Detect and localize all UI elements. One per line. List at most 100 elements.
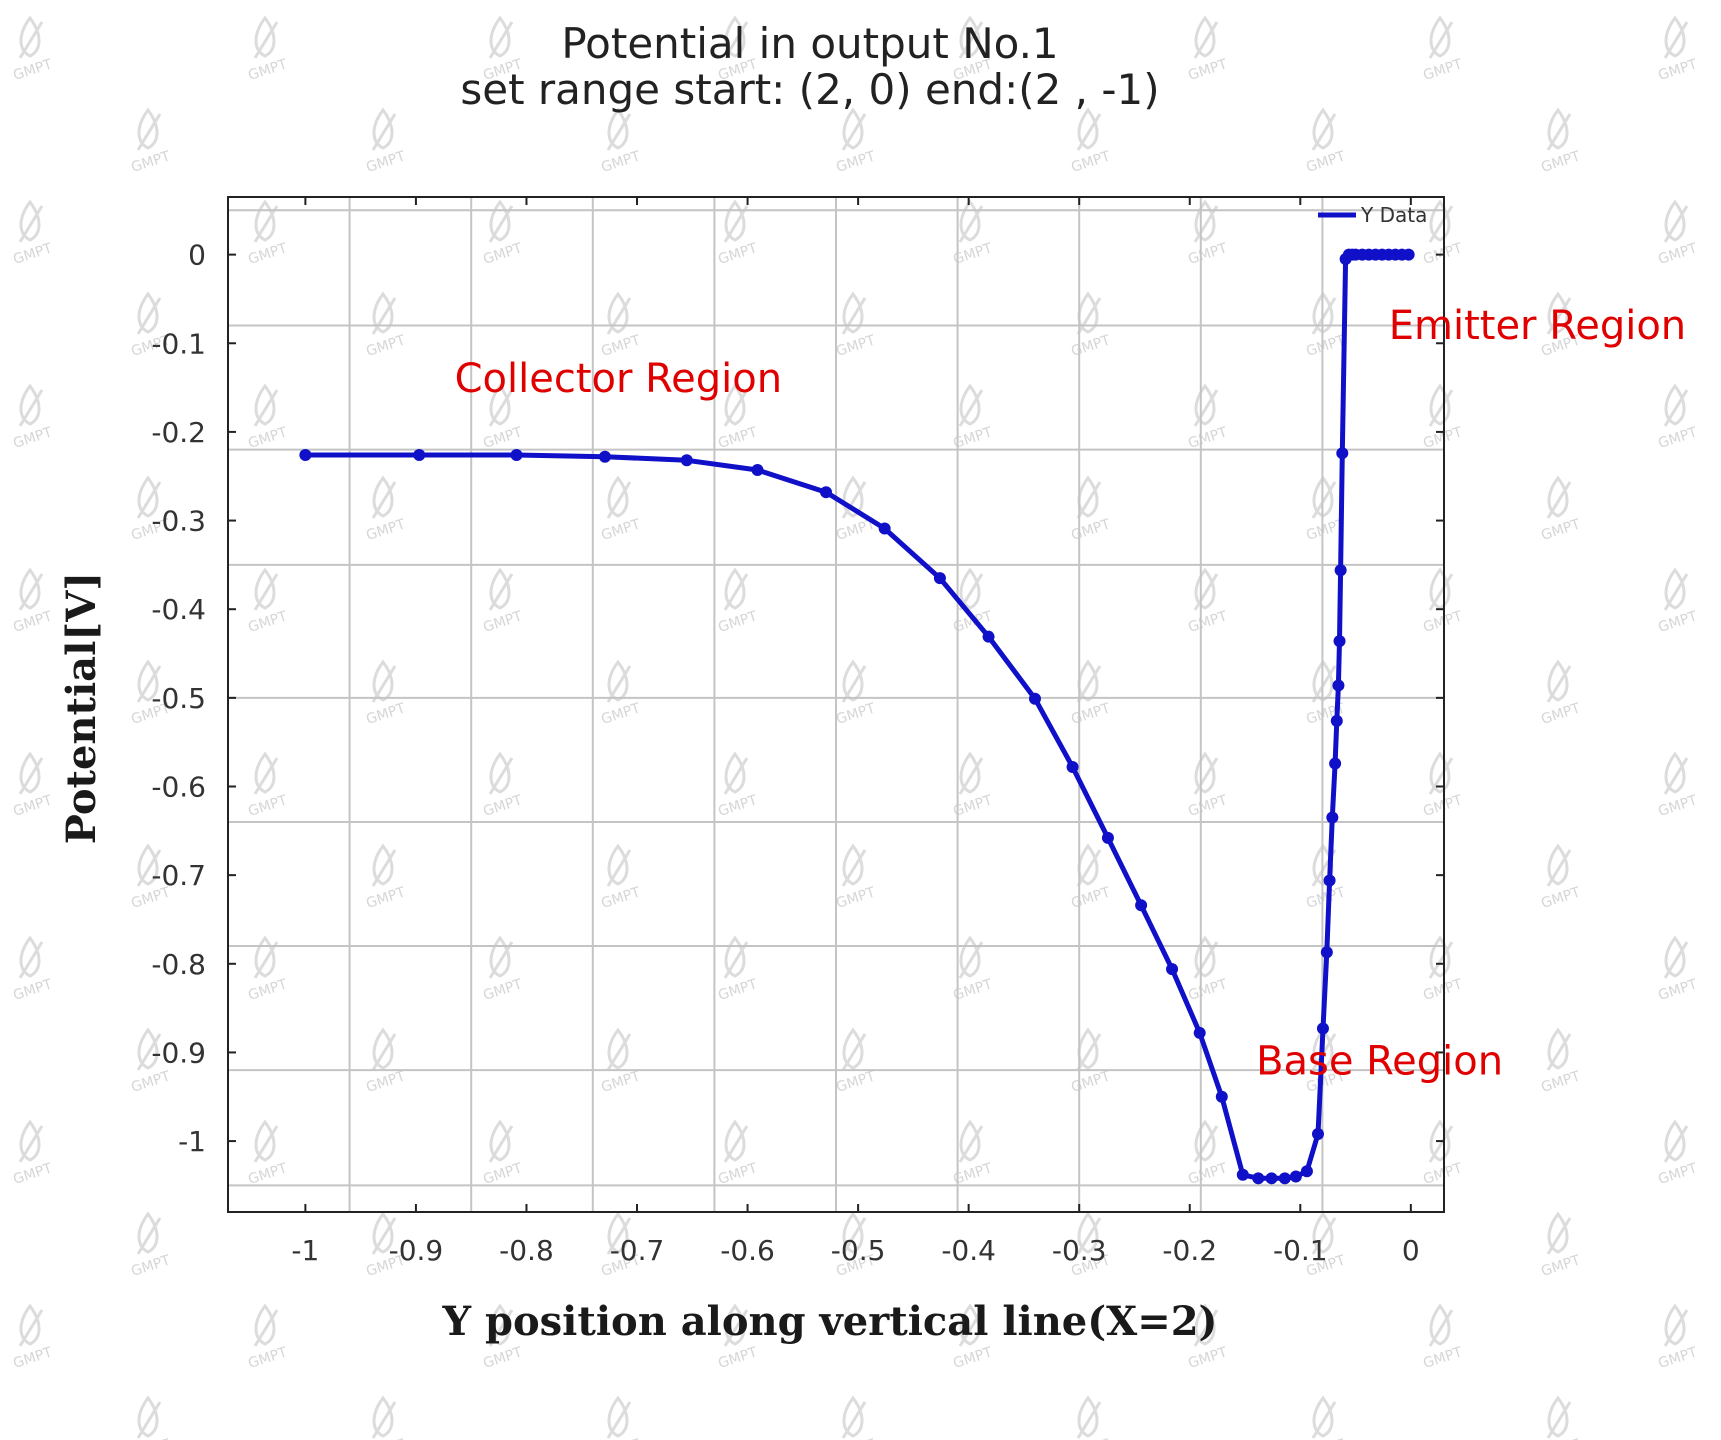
x-tick-label: -0.8: [499, 1234, 554, 1267]
watermark-text: GMPT: [1186, 1344, 1229, 1372]
watermark-mark: GMPT: [1421, 383, 1465, 452]
watermark-mark: GMPT: [1656, 15, 1700, 84]
watermark-text: GMPT: [599, 700, 642, 728]
data-point: [878, 522, 891, 535]
watermark-text: GMPT: [716, 424, 759, 452]
watermark-text: GMPT: [1069, 700, 1112, 728]
watermark-text: GMPT: [1186, 608, 1229, 636]
watermark-text: GMPT: [246, 1160, 289, 1188]
watermark-mark: GMPT: [481, 1119, 525, 1188]
grid-lines: [228, 197, 1444, 1212]
x-axis-ticks: -1 -0.9 -0.8 -0.7 -0.6 -0.5 -0.4 -0.3 -0.2 -0.1 0: [291, 197, 1420, 1267]
watermark-text: GMPT: [1539, 1252, 1582, 1280]
watermark-text: GMPT: [364, 516, 407, 544]
watermark-mark: GMPT: [129, 107, 173, 176]
watermark-text: GMPT: [11, 424, 54, 452]
data-point: [1320, 946, 1333, 959]
watermark-mark: GMPT: [716, 751, 760, 820]
watermark-text: GMPT: [1186, 1160, 1229, 1188]
watermark-text: GMPT: [1069, 148, 1112, 176]
watermark-text: GMPT: [716, 1344, 759, 1372]
annotations: Collector Region Emitter Region Base Regio…: [455, 303, 1687, 1085]
data-point: [1333, 635, 1346, 648]
y-tick-label: -0.3: [151, 505, 206, 538]
watermark-text: GMPT: [1421, 608, 1464, 636]
watermark-mark: GMPT: [1656, 383, 1700, 452]
x-tick-label: -0.3: [1052, 1234, 1107, 1267]
watermark-text: GMPT: [246, 56, 289, 84]
watermark-text: GMPT: [1069, 1068, 1112, 1096]
data-point: [1334, 564, 1347, 577]
watermark-text: GMPT: [1421, 424, 1464, 452]
watermark-mark: GMPT: [1539, 107, 1583, 176]
watermark-text: GMPT: [364, 1436, 407, 1440]
watermark-text: GMPT: [11, 1344, 54, 1372]
watermark-mark: GMPT: [834, 659, 878, 728]
watermark-text: GMPT: [716, 1160, 759, 1188]
watermark-mark: GMPT: [1186, 567, 1230, 636]
data-point: [598, 450, 611, 463]
watermark-text: GMPT: [246, 240, 289, 268]
data-point: [1311, 1127, 1324, 1140]
chart-title: Potential in output No.1: [561, 19, 1058, 68]
watermark-mark: GMPT: [599, 1395, 643, 1440]
watermark-text: GMPT: [599, 516, 642, 544]
watermark-mark: GMPT: [1421, 1119, 1465, 1188]
watermark-text: GMPT: [1656, 1160, 1699, 1188]
watermark-mark: GMPT: [246, 567, 290, 636]
watermark-text: GMPT: [1186, 240, 1229, 268]
data-point: [1336, 447, 1349, 460]
watermark-text: GMPT: [1069, 884, 1112, 912]
watermark-text: GMPT: [364, 148, 407, 176]
watermark-text: GMPT: [1656, 1344, 1699, 1372]
watermark-mark: GMPT: [1421, 1303, 1465, 1372]
watermark-text: GMPT: [1656, 424, 1699, 452]
watermark-text: GMPT: [834, 1436, 877, 1440]
watermark-text: GMPT: [11, 240, 54, 268]
watermark-text: GMPT: [364, 1068, 407, 1096]
watermark-text: GMPT: [11, 1160, 54, 1188]
watermark-text: GMPT: [834, 700, 877, 728]
watermark-text: GMPT: [1656, 976, 1699, 1004]
watermark-text: GMPT: [364, 700, 407, 728]
watermark-text: GMPT: [599, 884, 642, 912]
watermark-text: GMPT: [834, 1068, 877, 1096]
data-point: [1323, 874, 1336, 887]
y-tick-label: -0.7: [151, 859, 206, 892]
watermark-text: GMPT: [1069, 332, 1112, 360]
data-point: [1326, 811, 1339, 824]
watermark-text: GMPT: [481, 1344, 524, 1372]
watermark-mark: GMPT: [481, 199, 525, 268]
watermark-mark: GMPT: [1656, 1119, 1700, 1188]
watermark-mark: GMPT: [11, 567, 55, 636]
watermark-text: GMPT: [716, 976, 759, 1004]
watermark-mark: GMPT: [716, 935, 760, 1004]
watermark-text: GMPT: [1421, 976, 1464, 1004]
watermark-text: GMPT: [246, 976, 289, 1004]
watermark-mark: GMPT: [1186, 15, 1230, 84]
watermark-mark: GMPT: [1656, 751, 1700, 820]
watermark-mark: GMPT: [599, 659, 643, 728]
data-point: [1329, 757, 1342, 770]
watermark-text: GMPT: [11, 792, 54, 820]
data-point: [1316, 1022, 1329, 1035]
data-point: [1330, 714, 1343, 727]
watermark-text: GMPT: [364, 332, 407, 360]
data-point: [933, 572, 946, 585]
watermark-mark: GMPT: [1069, 843, 1113, 912]
y-tick-label: -0.9: [151, 1036, 206, 1069]
y-tick-label: 0: [188, 239, 206, 272]
watermark-text: GMPT: [599, 148, 642, 176]
watermark-text: GMPT: [1656, 56, 1699, 84]
watermark-mark: GMPT: [1539, 1395, 1583, 1440]
y-tick-label: -0.6: [151, 770, 206, 803]
watermark-text: GMPT: [246, 424, 289, 452]
watermark-text: GMPT: [246, 792, 289, 820]
data-point: [1332, 679, 1345, 692]
watermark-mark: GMPT: [364, 1395, 408, 1440]
y-tick-label: -0.4: [151, 593, 206, 626]
watermark-mark: GMPT: [1656, 1303, 1700, 1372]
watermark-text: GMPT: [1069, 1436, 1112, 1440]
watermark-mark: GMPT: [1186, 751, 1230, 820]
